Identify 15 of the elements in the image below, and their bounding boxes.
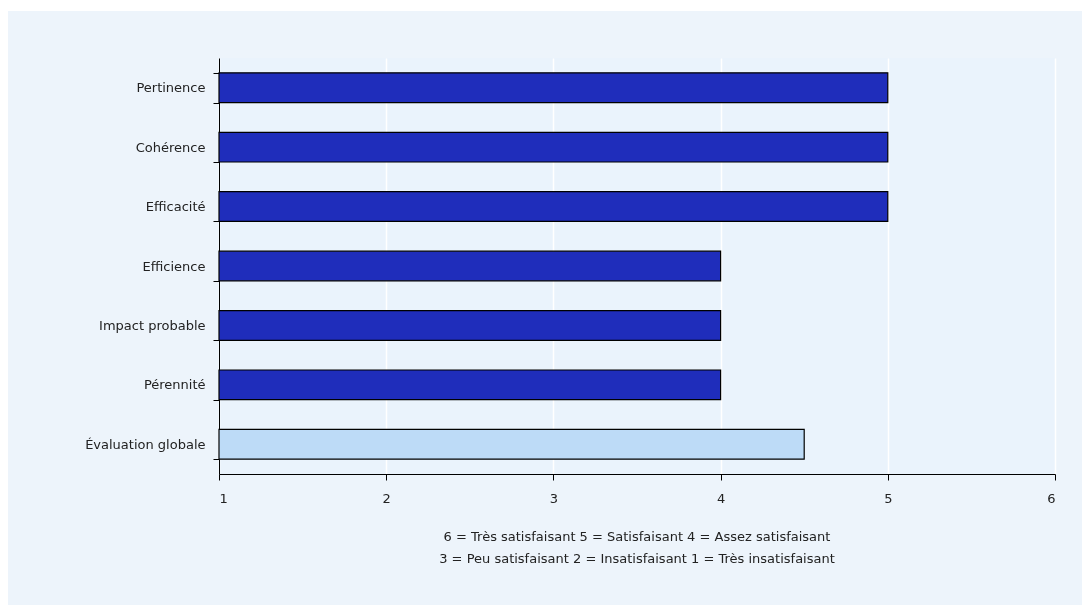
y-tick-label: Cohérence bbox=[135, 139, 206, 155]
text: 6 = Très satisfaisant 5 = Satisfaisant 4 = Assez satisfaisant bbox=[443, 529, 831, 544]
x-tick-label: 6 bbox=[1047, 490, 1056, 506]
x-tick-label: 4 bbox=[716, 490, 726, 506]
y-tick-label: Efficience bbox=[142, 258, 206, 274]
text: 3 = Peu satisfaisant 2 = Insatisfaisant 1 = Très insatisfaisant bbox=[439, 551, 835, 566]
y-tick-label: Pérennité bbox=[143, 377, 206, 393]
x-tick-label: 5 bbox=[884, 490, 893, 506]
y-tick-label: Pertinence bbox=[136, 80, 206, 96]
y-tick-label: Évaluation globale bbox=[85, 436, 206, 452]
y-tick-label: Impact probable bbox=[99, 317, 206, 333]
x-tick-label: 1 bbox=[219, 490, 228, 506]
x-tick-label: 2 bbox=[382, 490, 391, 506]
y-tick-label: Efficacité bbox=[145, 199, 206, 215]
x-tick-label: 3 bbox=[549, 490, 559, 506]
